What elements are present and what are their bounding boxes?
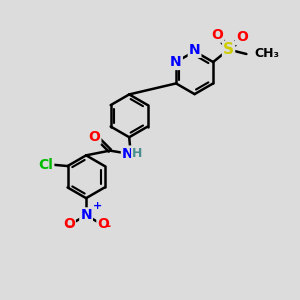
Text: H: H — [132, 147, 142, 160]
Text: O: O — [211, 28, 223, 42]
Text: S: S — [223, 42, 234, 57]
Text: N: N — [170, 55, 182, 69]
Text: Cl: Cl — [38, 158, 53, 172]
Text: N: N — [80, 208, 92, 222]
Text: -: - — [105, 220, 110, 233]
Text: O: O — [88, 130, 101, 144]
Text: O: O — [98, 217, 109, 231]
Text: +: + — [93, 201, 102, 212]
Text: N: N — [122, 147, 134, 160]
Text: N: N — [189, 43, 200, 57]
Text: O: O — [63, 217, 75, 231]
Text: CH₃: CH₃ — [255, 47, 280, 61]
Text: -: - — [66, 220, 71, 233]
Text: O: O — [236, 30, 248, 44]
